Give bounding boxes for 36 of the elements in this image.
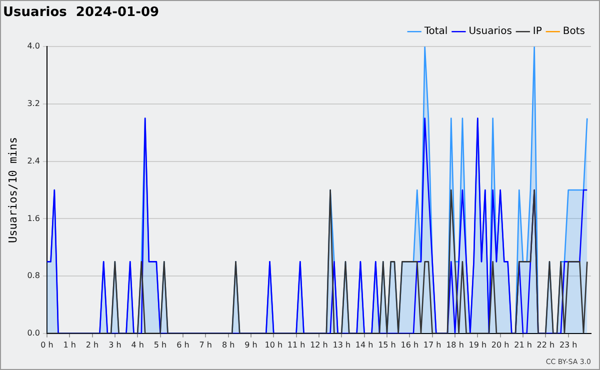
x-tick-label: 10 h <box>264 340 283 350</box>
x-tick-label: 7 h <box>199 340 212 350</box>
x-tick-label: 8 h <box>222 340 235 350</box>
x-tick-label: 5 h <box>154 340 167 350</box>
x-tick-label: 12 h <box>310 340 328 350</box>
x-tick-label: 16 h <box>400 340 419 350</box>
x-tick-label: 6 h <box>176 340 190 350</box>
x-tick-label: 22 h <box>536 340 555 350</box>
legend-label: IP <box>532 26 542 38</box>
x-tick-label: 17 h <box>423 340 442 350</box>
y-tick-label: 2.4 <box>27 156 40 166</box>
x-tick-label: 20 h <box>491 340 510 350</box>
y-tick-label: 0.8 <box>27 271 40 280</box>
chart-title: Usuarios 2024-01-09 <box>3 5 160 20</box>
x-tick-label: 11 h <box>287 340 306 350</box>
x-tick-label: 23 h <box>559 340 578 350</box>
x-tick-label: 9 h <box>244 340 258 350</box>
x-tick-label: 21 h <box>514 340 532 350</box>
x-tick-label: 2 h <box>86 340 99 350</box>
y-tick-label: 3.2 <box>27 99 40 108</box>
x-tick-label: 1 h <box>63 340 76 350</box>
x-tick-label: 14 h <box>355 340 374 350</box>
x-tick-label: 0 h <box>40 340 54 350</box>
legend-label: Total <box>423 26 448 38</box>
x-tick-label: 18 h <box>446 340 464 350</box>
x-tick-label: 3 h <box>108 340 122 350</box>
x-tick-label: 15 h <box>378 340 396 350</box>
x-tick-label: 19 h <box>468 340 487 350</box>
legend-label: Usuarios <box>468 26 512 38</box>
y-tick-label: 1.6 <box>27 214 40 223</box>
legend-label: Bots <box>562 26 585 38</box>
y-axis-title: Usuarios/10 mins <box>6 137 20 243</box>
y-tick-label: 4.0 <box>27 42 40 51</box>
x-tick-label: 13 h <box>332 340 351 350</box>
y-tick-label: 0.0 <box>27 328 40 338</box>
x-tick-label: 4 h <box>131 340 144 350</box>
